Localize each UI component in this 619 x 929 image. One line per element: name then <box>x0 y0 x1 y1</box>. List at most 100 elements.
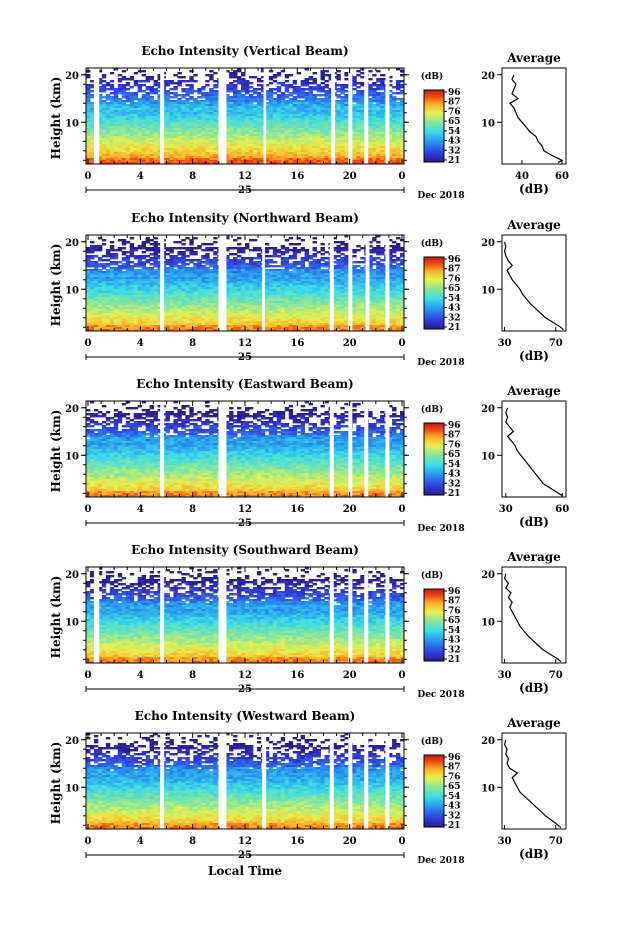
heatmap-cell <box>280 140 286 143</box>
heatmap-cell <box>241 82 246 85</box>
heatmap-cell <box>86 112 91 115</box>
heatmap-cell <box>356 70 361 73</box>
heatmap-cell <box>229 293 234 296</box>
heatmap-cell <box>360 82 365 85</box>
heatmap-cell <box>308 88 313 91</box>
heatmap-cell <box>241 259 246 262</box>
heatmap-cell <box>113 307 119 310</box>
heatmap-cell <box>129 160 135 163</box>
heatmap-cell <box>344 160 349 163</box>
heatmap-cell <box>316 100 321 103</box>
heatmap-cell <box>237 100 242 103</box>
heatmap-cell <box>185 255 190 258</box>
heatmap-cell <box>213 307 218 310</box>
heatmap-cell <box>97 307 103 310</box>
heatmap-cell <box>241 289 246 292</box>
heatmap-cell <box>324 74 329 77</box>
heatmap-cell <box>284 152 290 155</box>
heatmap-cell <box>280 124 286 127</box>
heatmap-cell <box>105 150 111 153</box>
heatmap-cell <box>272 74 278 77</box>
heatmap-cell <box>133 126 139 129</box>
heatmap-cell <box>121 160 127 163</box>
heatmap-cell <box>197 293 202 296</box>
heatmap-cell <box>93 271 99 274</box>
heatmap-cell <box>137 102 143 105</box>
heatmap-cell <box>157 130 162 133</box>
heatmap-cell <box>89 86 95 89</box>
heatmap-cell <box>213 96 218 99</box>
heatmap-cell <box>209 305 214 308</box>
heatmap-cell <box>177 122 182 125</box>
heatmap-cell <box>93 269 99 272</box>
heatmap-cell <box>197 299 202 302</box>
heatmap-cell <box>173 305 178 308</box>
colorbar-segment <box>424 106 444 109</box>
heatmap-cell <box>109 146 115 149</box>
heatmap-cell <box>89 291 95 294</box>
heatmap-cell <box>137 287 143 290</box>
heatmap-cell <box>201 138 206 141</box>
heatmap-cell <box>129 98 135 101</box>
heatmap-cell <box>105 255 111 258</box>
heatmap-cell <box>121 126 127 129</box>
heatmap-cell <box>225 142 230 145</box>
heatmap-cell <box>268 132 274 135</box>
heatmap-cell <box>241 142 246 145</box>
heatmap-cell <box>201 315 206 318</box>
heatmap-cell <box>165 323 170 326</box>
colorbar-segment <box>424 147 444 150</box>
heatmap-cell <box>109 138 115 141</box>
heatmap-cell <box>165 313 170 316</box>
heatmap-cell <box>233 297 238 300</box>
heatmap-cell <box>356 96 361 99</box>
heatmap-cell <box>129 303 135 306</box>
heatmap-cell <box>113 104 119 107</box>
heatmap-cell <box>316 160 321 163</box>
heatmap-cell <box>165 309 170 312</box>
heatmap-cell <box>376 142 381 145</box>
heatmap-cell <box>173 259 178 262</box>
heatmap-cell <box>205 134 210 137</box>
heatmap-cell <box>225 150 230 153</box>
heatmap-cell <box>360 126 365 129</box>
heatmap-cell <box>225 104 230 107</box>
heatmap-cell <box>360 156 365 159</box>
heatmap-cell <box>320 104 325 107</box>
heatmap-cell <box>368 120 373 123</box>
heatmap-cell <box>264 144 270 147</box>
heatmap-cell <box>316 98 321 101</box>
heatmap-cell <box>177 152 182 155</box>
heatmap-cell <box>368 104 373 107</box>
heatmap-cell <box>352 112 357 115</box>
heatmap-cell <box>292 132 298 135</box>
heatmap-cell <box>105 160 111 163</box>
heatmap-cell <box>229 110 234 113</box>
heatmap-cell <box>157 269 162 272</box>
heatmap-cell <box>117 152 123 155</box>
heatmap-cell <box>173 315 178 318</box>
heatmap-cell <box>368 158 373 161</box>
heatmap-cell <box>101 291 107 294</box>
heatmap-cell <box>181 329 186 331</box>
heatmap-cell <box>145 293 151 296</box>
heatmap-cell <box>380 110 385 113</box>
heatmap-cell <box>121 112 127 115</box>
heatmap-cell <box>245 98 250 101</box>
heatmap-cell <box>360 158 365 161</box>
heatmap-cell <box>133 98 139 101</box>
heatmap-cell <box>101 122 107 125</box>
heatmap-cell <box>113 297 119 300</box>
heatmap-cell <box>368 150 373 153</box>
heatmap-cell <box>173 319 178 322</box>
heatmap-cell <box>233 293 238 296</box>
heatmap-cell <box>97 102 103 105</box>
heatmap-cell <box>205 140 210 143</box>
heatmap-cell <box>380 120 385 123</box>
heatmap-cell <box>197 287 202 290</box>
heatmap-cell <box>304 160 310 163</box>
heatmap-cell <box>205 323 210 326</box>
heatmap-cell <box>245 80 250 83</box>
heatmap-cell <box>276 86 282 89</box>
heatmap-cell <box>284 128 290 131</box>
